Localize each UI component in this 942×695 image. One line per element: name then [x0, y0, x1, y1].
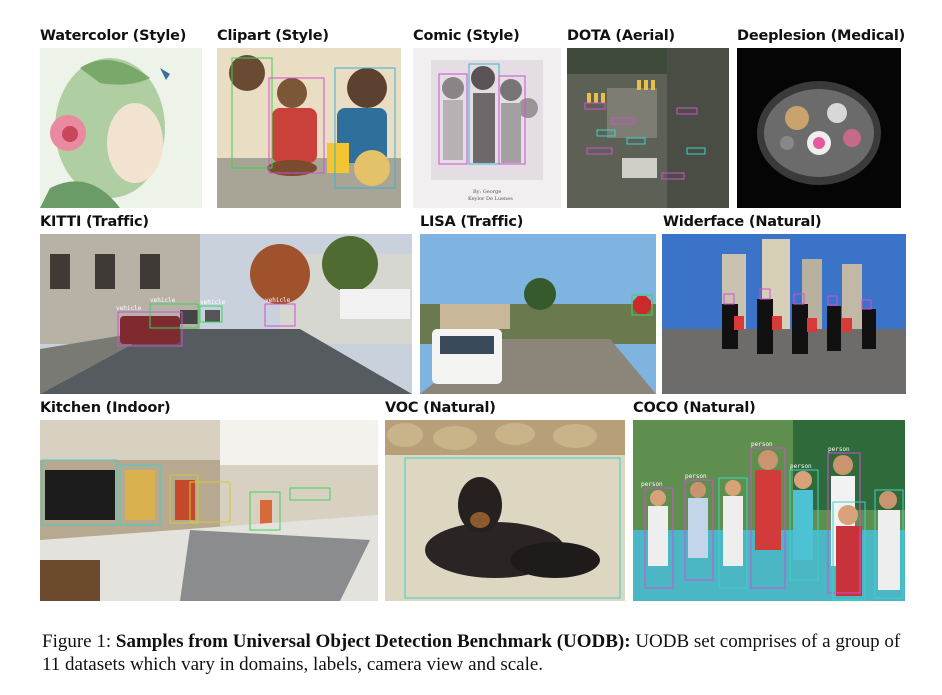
- dota-image: [567, 48, 729, 208]
- panel-label: Watercolor (Style): [40, 28, 187, 44]
- caption-text: UODB set comprises of a group of 11 data…: [42, 631, 901, 675]
- lisa-image: [420, 234, 656, 394]
- box-label: vehicle: [116, 305, 142, 312]
- panel-label: Comic (Style): [413, 28, 520, 44]
- panel-label: COCO (Natural): [633, 400, 756, 416]
- panel-label: DOTA (Aerial): [567, 28, 675, 44]
- comic-image: By: George Keylor De Luenes: [413, 48, 561, 208]
- deeplesion-image: [737, 48, 901, 208]
- box-label: person: [641, 481, 663, 488]
- kitchen-image: [40, 420, 378, 601]
- watercolor-image: [40, 48, 202, 208]
- svg-text:By: George: By: George: [473, 189, 501, 195]
- panel-label: Deeplesion (Medical): [737, 28, 906, 44]
- panel-label: Clipart (Style): [217, 28, 329, 44]
- box-label: person: [685, 473, 707, 480]
- figure-caption: Figure 1: Samples from Universal Object …: [42, 630, 912, 676]
- box-label: person: [751, 441, 773, 448]
- box-label: vehicle: [200, 299, 226, 306]
- panel-label: VOC (Natural): [385, 400, 496, 416]
- svg-text:Keylor De Luenes: Keylor De Luenes: [468, 196, 513, 202]
- widerface-image: [662, 234, 906, 394]
- box-label: vehicle: [265, 297, 291, 304]
- kitti-image: vehicle vehicle vehicle vehicle: [40, 234, 412, 394]
- panel-label: Kitchen (Indoor): [40, 400, 171, 416]
- box-label: person: [790, 463, 812, 470]
- clipart-image: [217, 48, 401, 208]
- box-label: person: [828, 446, 850, 453]
- panel-label: LISA (Traffic): [420, 214, 524, 230]
- box-label: vehicle: [150, 297, 176, 304]
- panel-label: Widerface (Natural): [663, 214, 822, 230]
- coco-image: person person person person person: [633, 420, 905, 601]
- caption-bold: Samples from Universal Object Detection …: [115, 631, 631, 652]
- panel-label: KITTI (Traffic): [40, 214, 149, 230]
- caption-prefix: Figure 1:: [42, 631, 116, 652]
- voc-image: [385, 420, 625, 601]
